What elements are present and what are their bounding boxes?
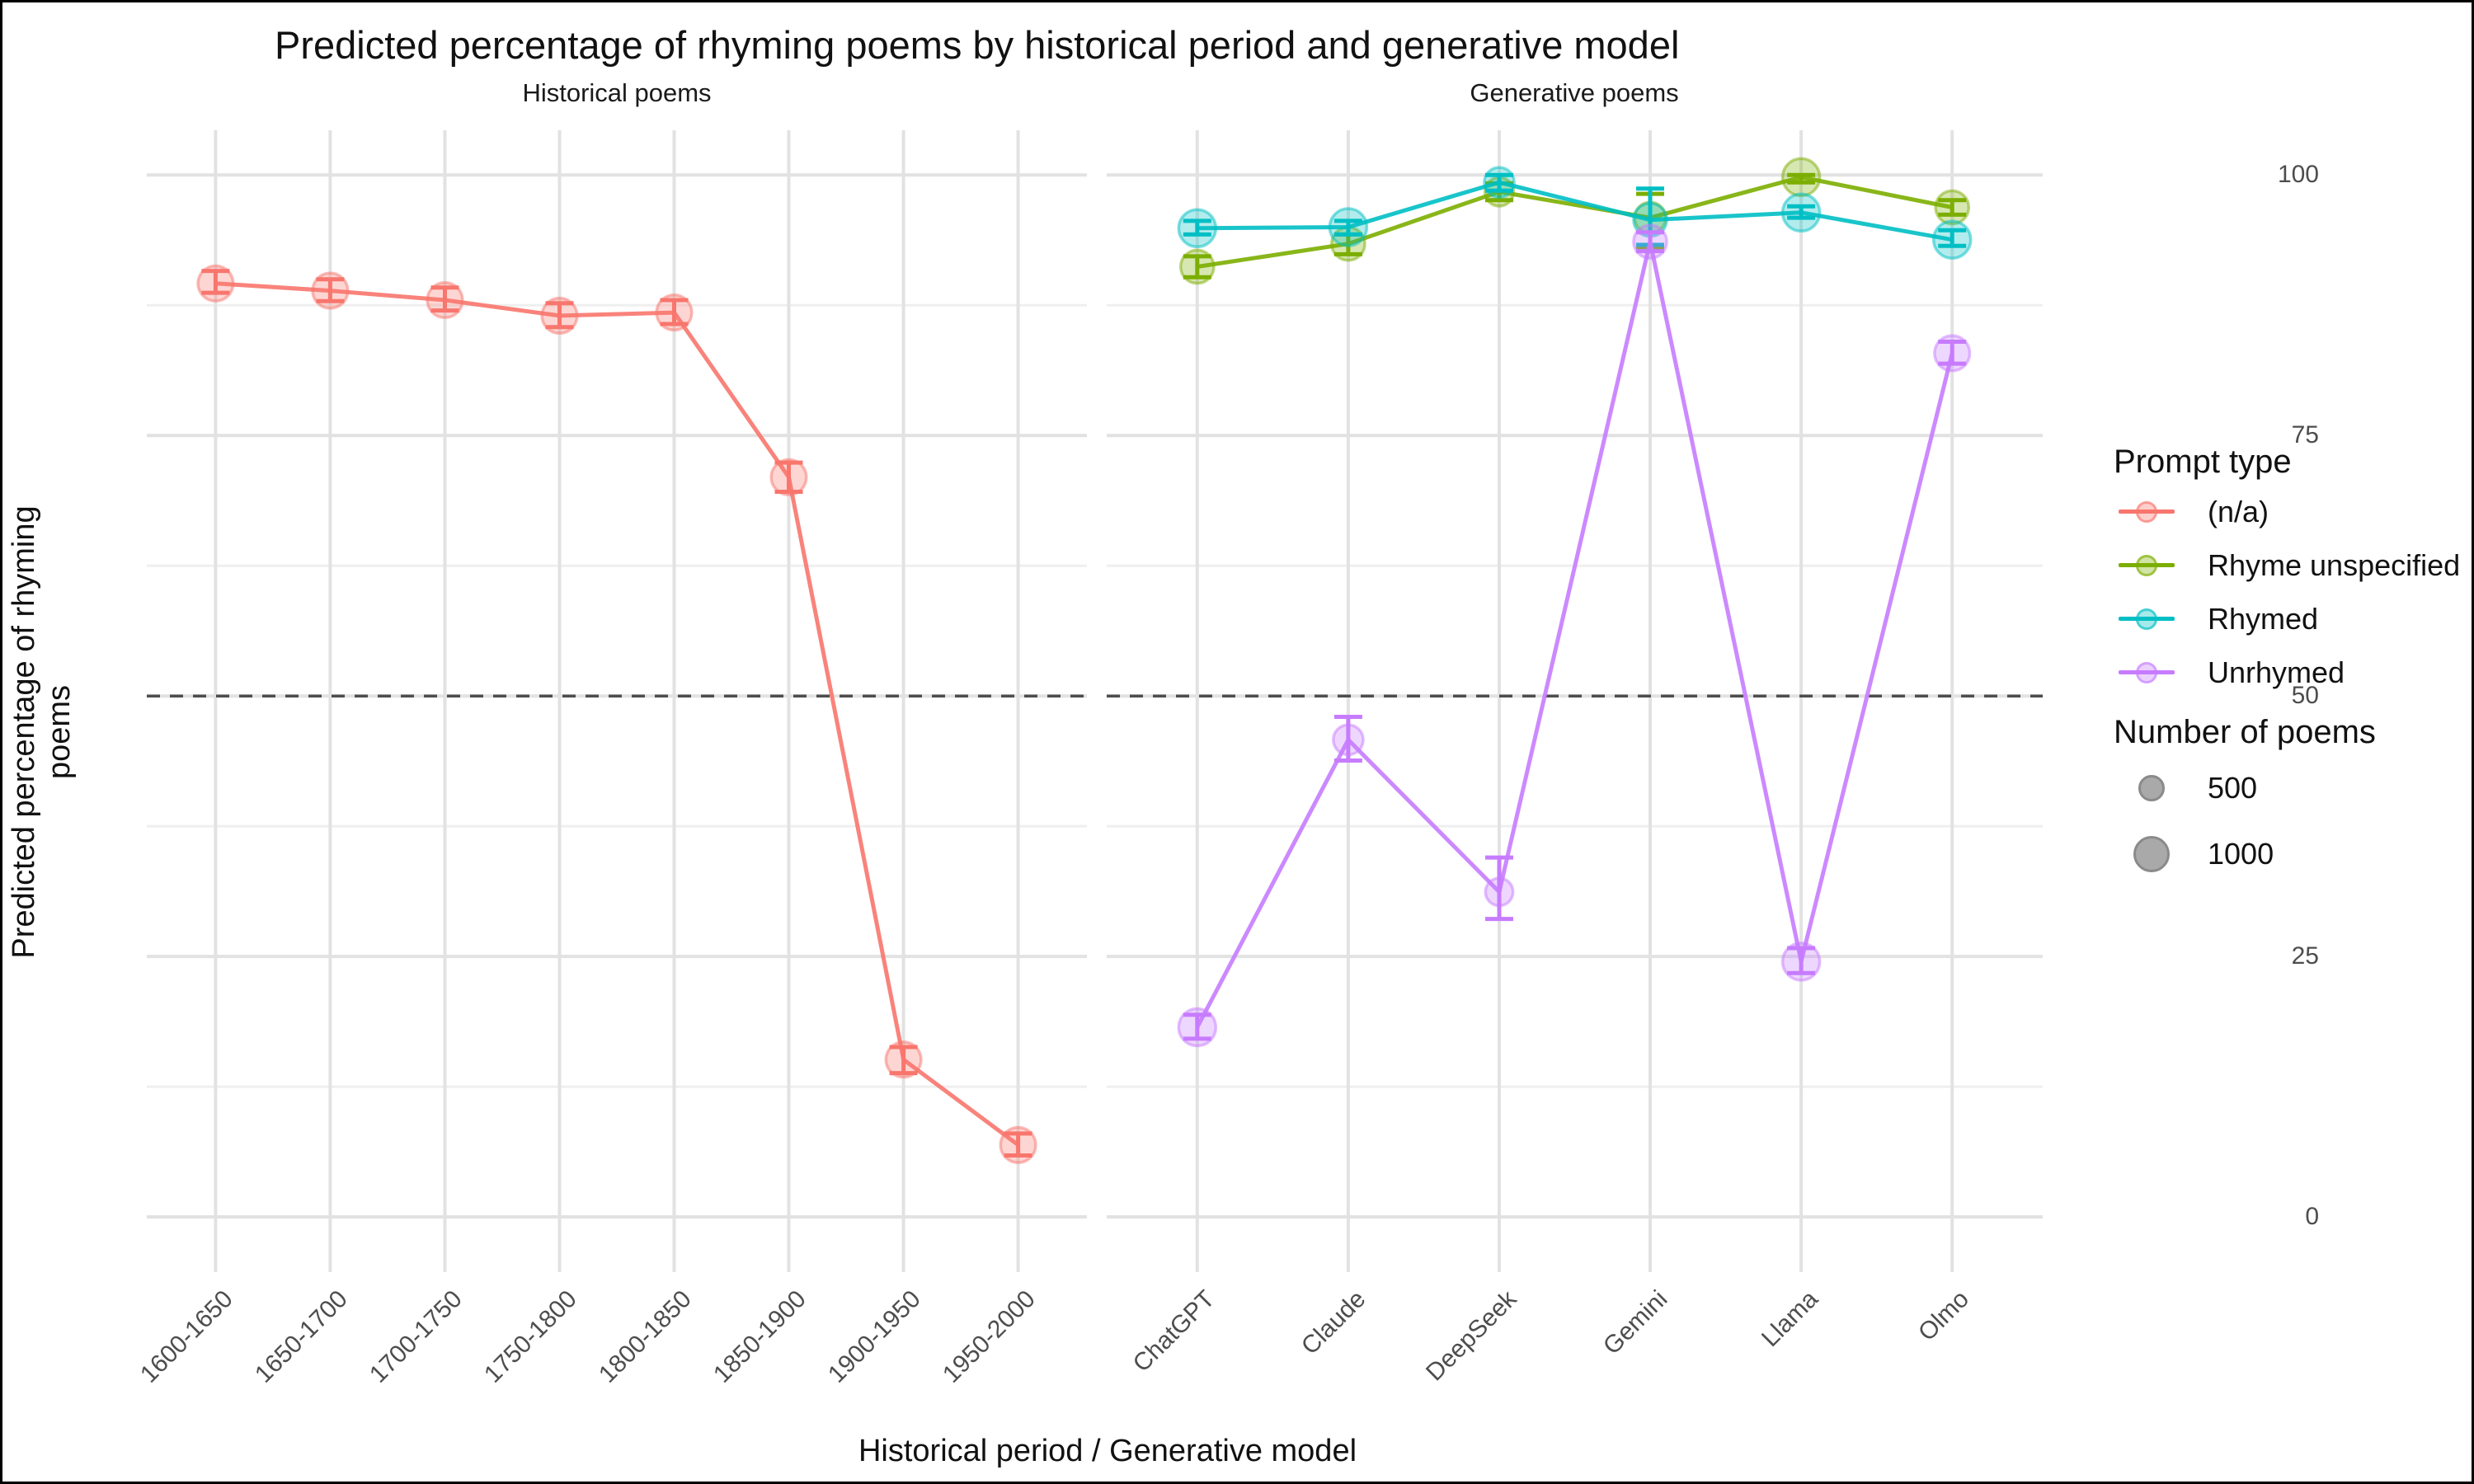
- facet-label-generative: Generative poems: [1470, 78, 1679, 107]
- point-rhymed-claude: [1328, 207, 1369, 247]
- point-rhymed-deepseek: [1483, 166, 1516, 200]
- gridlines-major: [147, 130, 1087, 1272]
- legend-size-entries: 500 1000: [2114, 755, 2468, 887]
- point-rhyme-unspecified-llama: [1780, 157, 1822, 198]
- legend-entry-n-a: (n/a): [2114, 485, 2468, 538]
- series-points-rhymed: [1177, 166, 1973, 260]
- y-tick-label-0: 0: [2305, 1203, 2319, 1231]
- legend-prompt-type-title: Prompt type: [2114, 444, 2292, 480]
- panel-generative-poems: [1107, 130, 2043, 1272]
- legend-label: Rhymed: [2208, 601, 2319, 636]
- legend-label: Rhyme unspecified: [2208, 547, 2461, 582]
- point-unrhymed-deepseek: [1484, 876, 1515, 908]
- legend-key-unrhymed: [2114, 656, 2189, 689]
- legend-entry-rhyme-unspecified: Rhyme unspecified: [2114, 538, 2468, 592]
- point-rhyme-unspecified-chatgpt: [1178, 248, 1216, 285]
- y-tick-label-100: 100: [2277, 161, 2319, 189]
- point-n-a-1650-1700: [311, 271, 350, 310]
- legend-key-rhyme-unspecified: [2114, 549, 2189, 582]
- point-rhymed-llama: [1780, 192, 1822, 233]
- point-n-a-1700-1750: [426, 280, 464, 320]
- facet-label-historical: Historical poems: [522, 78, 712, 107]
- legend: Prompt type (n/a) Rhyme unspecified Rhymed…: [2114, 444, 2468, 887]
- point-unrhymed-olmo: [1933, 334, 1972, 373]
- gridlines-minor: [147, 303, 1087, 1088]
- size-circle-500: [2114, 755, 2189, 821]
- point-rhymed-olmo: [1931, 219, 1973, 260]
- point-n-a-1800-1850: [655, 294, 694, 332]
- y-axis-title: Predicted percentage of rhyming poems: [7, 505, 77, 959]
- gridlines-minor: [1107, 303, 2043, 1088]
- y-tick-label-75: 75: [2291, 421, 2319, 449]
- legend-key-rhymed: [2114, 603, 2189, 636]
- legend-size-entry-500: 500: [2114, 755, 2468, 821]
- y-tick-label-25: 25: [2291, 942, 2319, 970]
- legend-entry-rhymed: Rhymed: [2114, 592, 2468, 646]
- point-rhymed-chatgpt: [1177, 208, 1218, 249]
- point-unrhymed-gemini: [1632, 223, 1668, 261]
- error-bars-unrhymed: [1183, 230, 1967, 1041]
- series-points-n-a: [196, 264, 1037, 1164]
- error-bars-n-a: [201, 269, 1032, 1158]
- legend-size-label: 500: [2208, 771, 2258, 805]
- legend-size-label: 1000: [2208, 837, 2274, 871]
- point-unrhymed-chatgpt: [1177, 1007, 1218, 1048]
- legend-entry-unrhymed: Unrhymed: [2114, 646, 2468, 699]
- chart-title: Predicted percentage of rhyming poems by…: [275, 23, 1680, 67]
- legend-label: (n/a): [2208, 494, 2269, 528]
- series-line-rhymed: [1197, 180, 1953, 242]
- x-axis-title: Historical period / Generative model: [858, 1434, 1357, 1468]
- legend-size-entry-1000: 1000: [2114, 821, 2468, 887]
- point-unrhymed-llama: [1780, 942, 1822, 982]
- legend-label: Unrhymed: [2208, 655, 2345, 689]
- series-line-unrhymed: [1195, 239, 1954, 1029]
- point-unrhymed-claude: [1332, 723, 1365, 757]
- legend-prompt-type-entries: (n/a) Rhyme unspecified Rhymed Unrhymed: [2114, 485, 2468, 699]
- y-tick-label-50: 50: [2291, 682, 2319, 710]
- panel-historical-poems: [147, 130, 1087, 1272]
- point-n-a-1600-1650: [196, 264, 235, 303]
- point-n-a-1750-1800: [540, 296, 579, 335]
- series-points-unrhymed: [1177, 223, 1972, 1048]
- legend-key-n-a: [2114, 495, 2189, 528]
- point-n-a-1900-1950: [884, 1040, 923, 1079]
- gridlines-major: [1107, 130, 2043, 1272]
- series-line-rhyme-unspecified: [1197, 175, 1953, 269]
- point-rhyme-unspecified-olmo: [1934, 189, 1971, 226]
- point-n-a-1850-1900: [769, 458, 808, 496]
- series-line-n-a: [215, 281, 1020, 1147]
- point-n-a-1950-2000: [999, 1125, 1037, 1164]
- size-circle-1000: [2114, 821, 2189, 887]
- legend-number-of-poems-title: Number of poems: [2114, 714, 2376, 750]
